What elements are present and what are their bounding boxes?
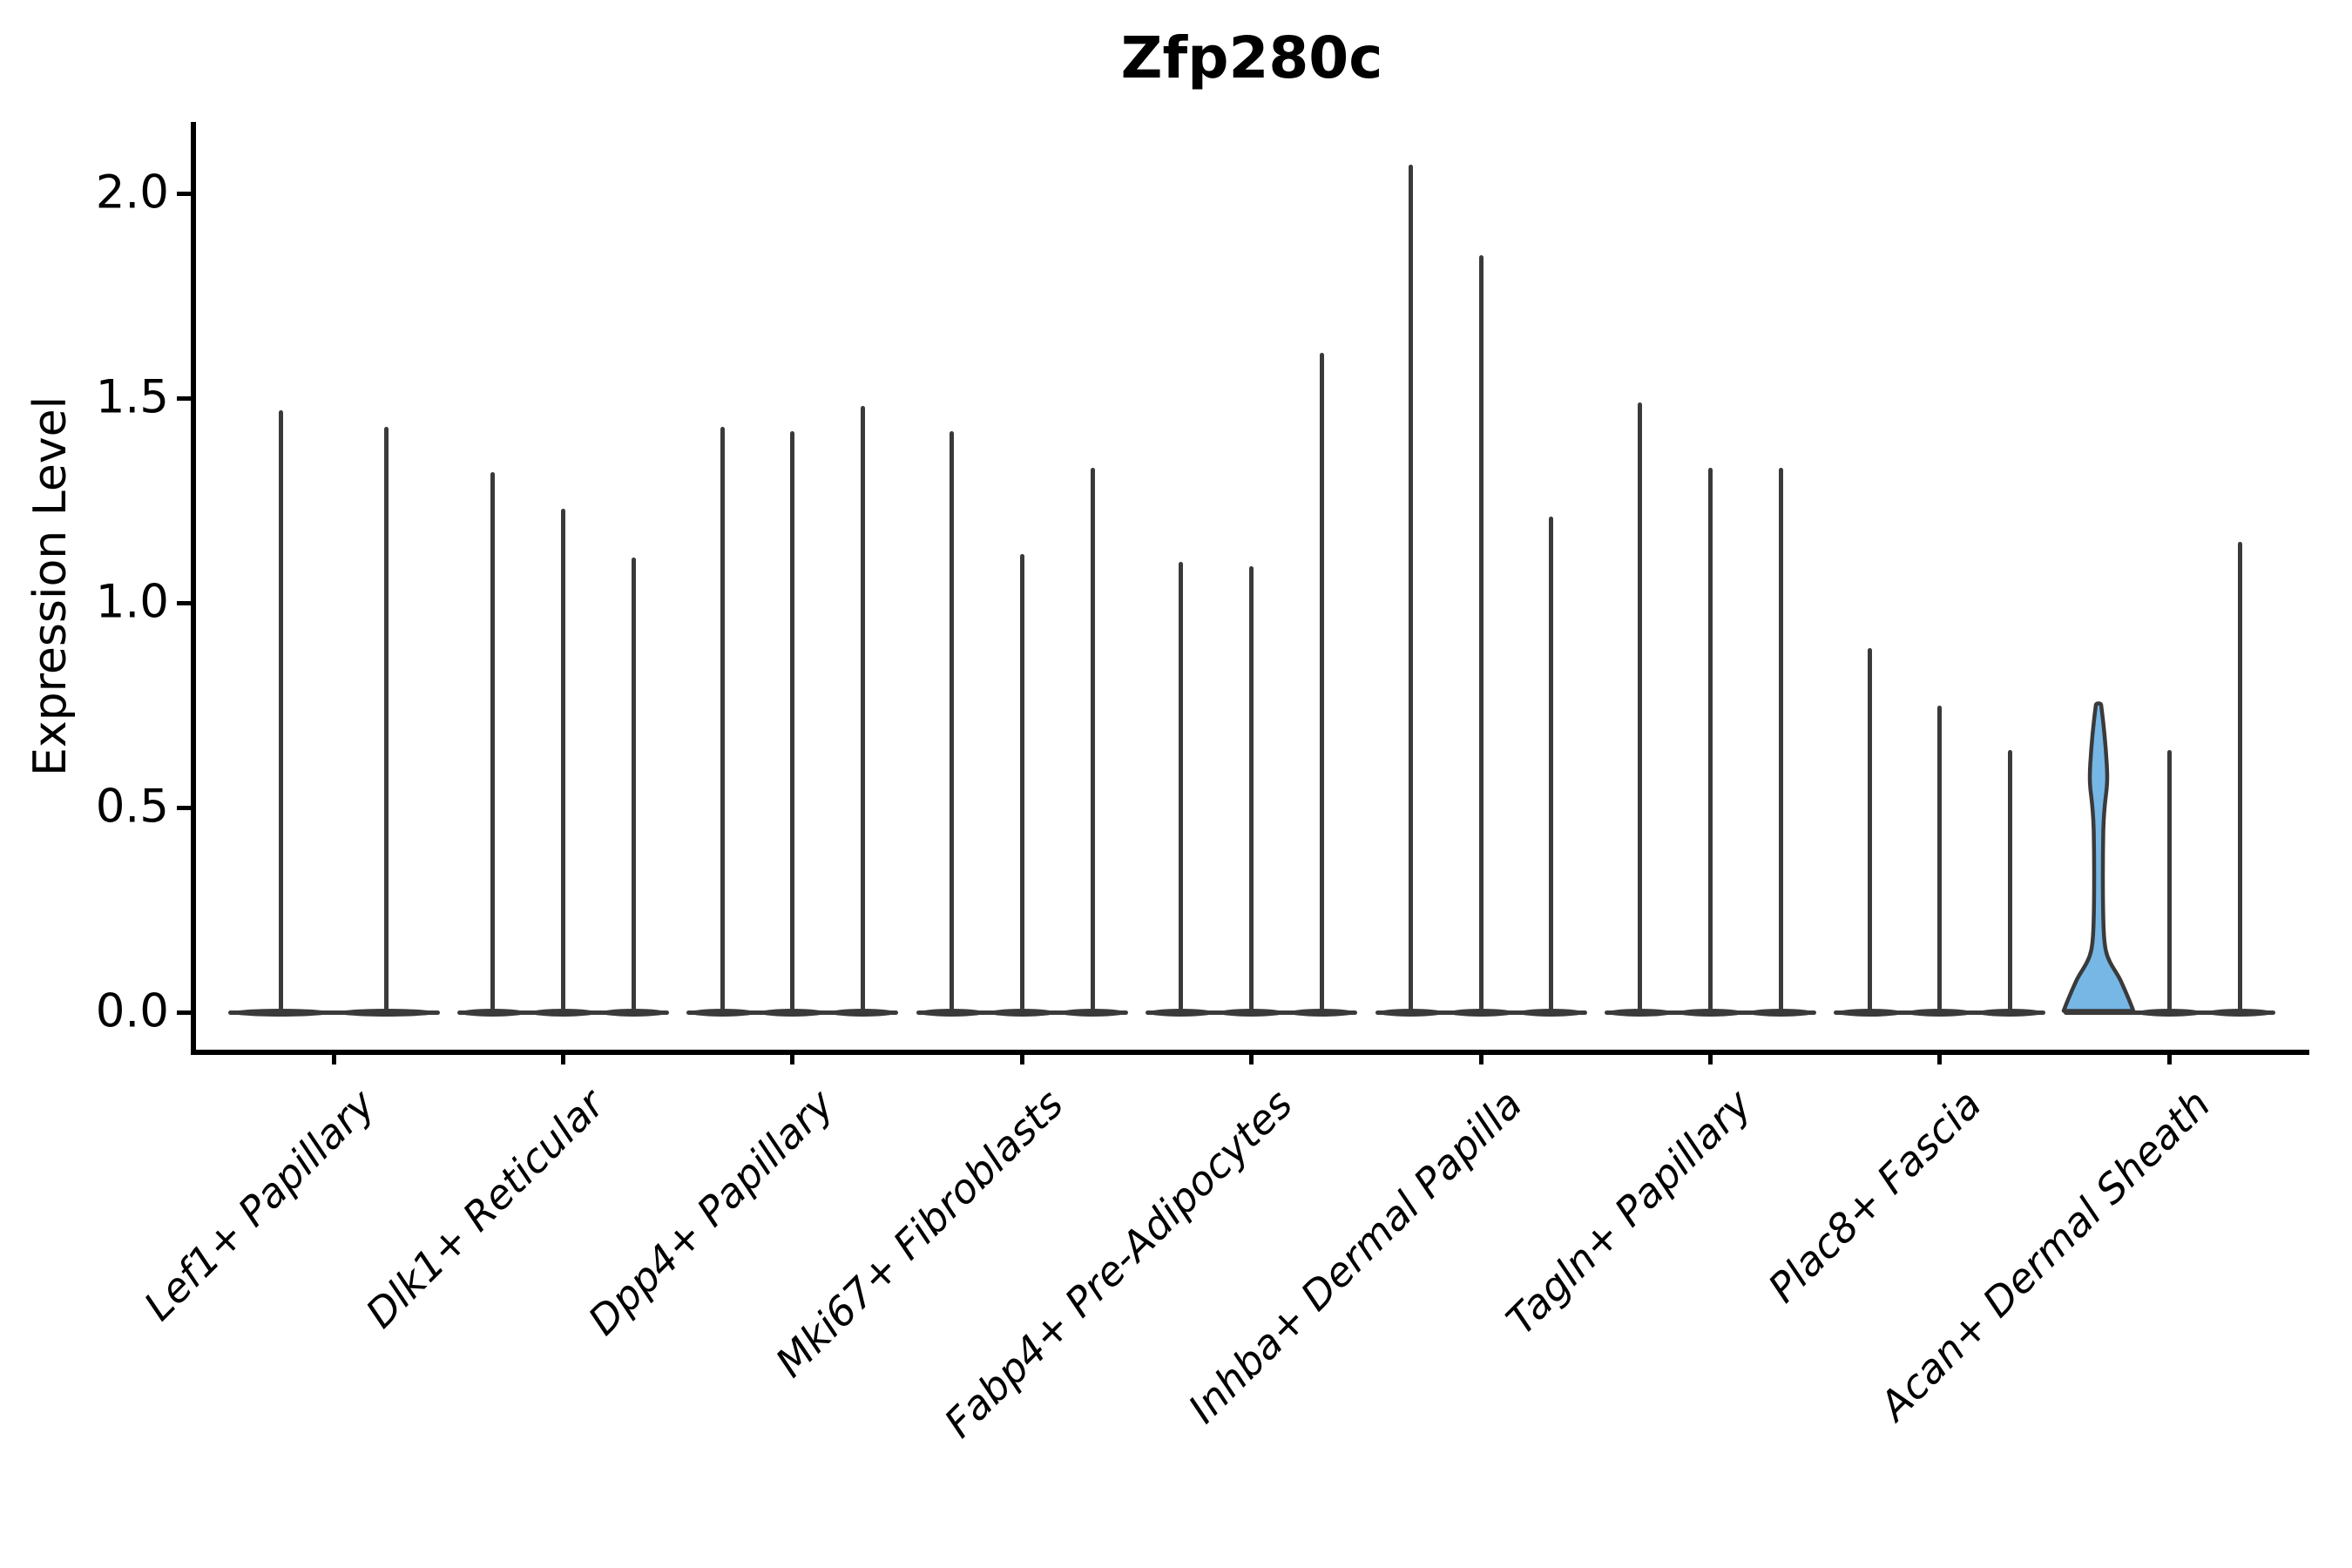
violin-spike [2237,541,2242,1012]
highlighted-violin [2062,700,2136,1013]
y-tick-label: 2.0 [95,166,169,220]
violin-base [599,1008,667,1017]
violin-spike [1778,467,1783,1012]
violin-base [1835,1008,1903,1017]
x-tick-label: Dlk1+ Reticular [356,1080,613,1337]
violin-base [829,1008,897,1017]
violin-base [1747,1008,1815,1017]
x-tick [1937,1050,1943,1064]
x-tick [1478,1050,1484,1064]
violin-base [917,1008,985,1017]
violin-spike [384,426,389,1012]
violin-base [1906,1008,1974,1017]
violin-base [1517,1008,1585,1017]
violin-spike [1319,353,1324,1012]
y-axis-spine [191,122,196,1055]
y-tick-label: 0.0 [95,984,169,1038]
x-tick [331,1050,336,1064]
violin-spike [278,410,283,1012]
y-tick-label: 1.0 [95,575,169,629]
violin-base [1288,1008,1355,1017]
violin-spike [720,426,725,1012]
x-tick [560,1050,565,1064]
violin-spike [560,508,565,1012]
x-tick [2166,1050,2172,1064]
violin-base [2206,1008,2274,1017]
violin-spike [1179,562,1184,1012]
violin-spike [2008,750,2013,1012]
violin-base [1447,1008,1515,1017]
violin-spike [1937,705,1943,1012]
x-tick-label: Tagln+ Papillary [1497,1080,1761,1344]
violin-base [988,1008,1056,1017]
violin-base [1218,1008,1286,1017]
violin-spike [790,430,795,1012]
y-tick [177,191,191,196]
y-tick [177,600,191,605]
x-tick-label: Plac8+ Fascia [1758,1080,1990,1312]
violin-spike [1638,402,1643,1012]
violin-base [335,1008,437,1017]
violin-base [1376,1008,1444,1017]
x-tick [1249,1050,1254,1064]
chart-title: Zfp280c [1120,24,1383,91]
violin-spike [1408,165,1413,1012]
violin-base [1147,1008,1215,1017]
violin-spike [1549,517,1554,1012]
x-tick-label: Dpp4+ Papillary [578,1080,843,1344]
violin-spike [861,406,866,1012]
violin-base [1606,1008,1674,1017]
x-tick-label: Lef1+ Papillary [134,1080,384,1330]
violin-spike [1019,553,1024,1012]
violin-base [459,1008,527,1017]
y-tick [177,1010,191,1015]
violin-spike [1249,565,1254,1012]
y-tick [177,805,191,810]
highlighted-violin-shape [2062,700,2136,1013]
x-tick [1707,1050,1713,1064]
violin-spike [631,558,636,1012]
y-tick-label: 0.5 [95,780,169,834]
violin-base [2135,1008,2203,1017]
violin-base [1676,1008,1744,1017]
violin-spike [490,471,496,1012]
violin-base [688,1008,756,1017]
violin-spike [1478,254,1484,1012]
y-tick [177,395,191,401]
violin-base [1977,1008,2044,1017]
x-tick [790,1050,795,1064]
violin-spike [1090,467,1095,1012]
y-tick-label: 1.5 [95,370,169,424]
group-base [227,1010,440,1015]
violin-base [230,1008,332,1017]
violin-base [529,1008,597,1017]
violin-base [1058,1008,1126,1017]
x-tick [1019,1050,1024,1064]
violin-spike [1707,467,1713,1012]
violin-base [759,1008,827,1017]
violin-spike [2166,750,2172,1012]
violin-spike [949,430,954,1012]
violin-spike [1867,647,1872,1012]
